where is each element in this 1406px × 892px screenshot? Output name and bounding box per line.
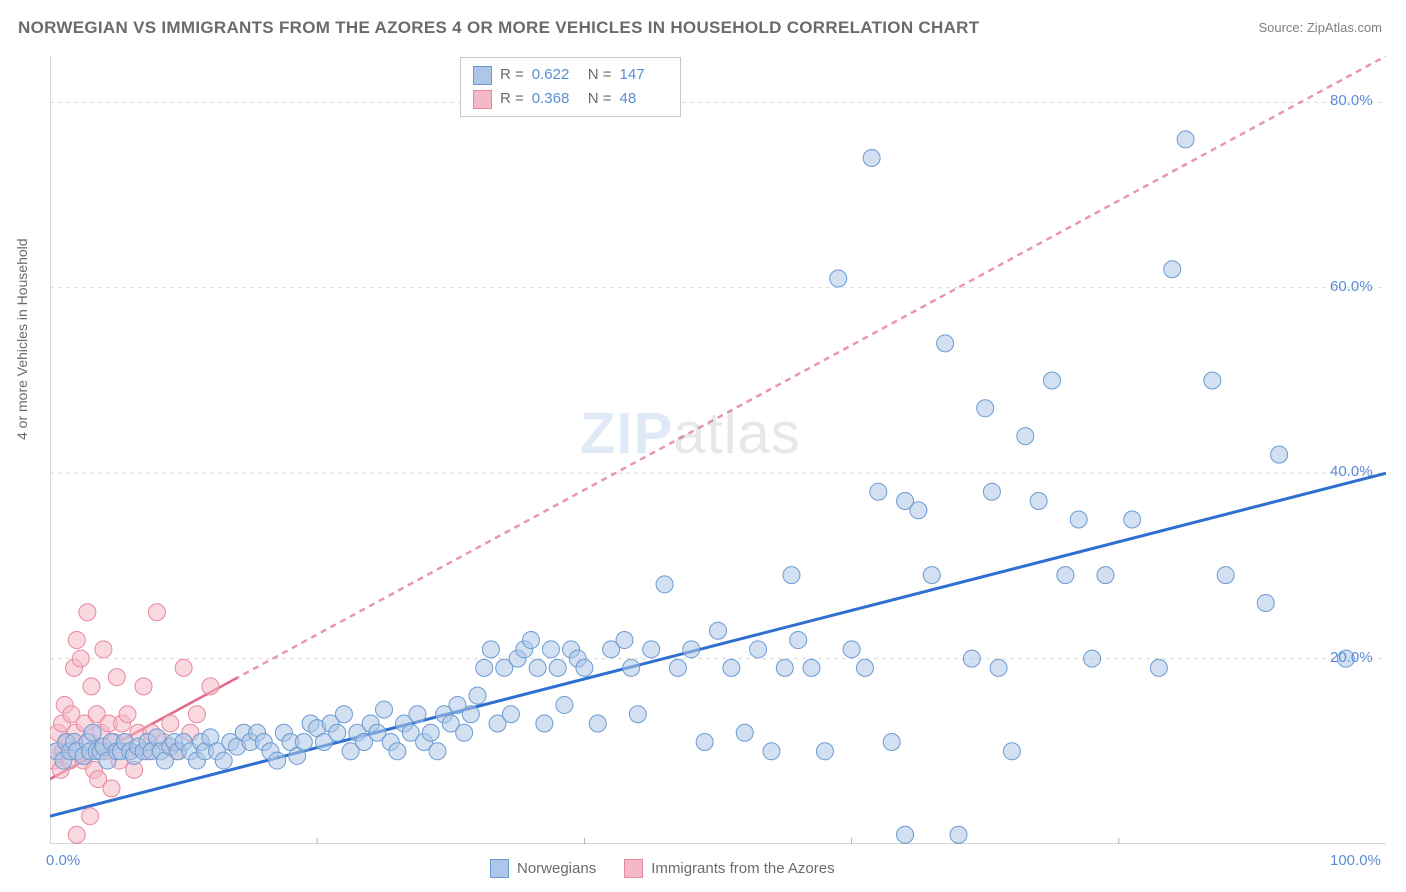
swatch-series2 (473, 90, 492, 109)
n-label-2: N = (588, 87, 612, 111)
y-tick-40: 40.0% (1330, 463, 1373, 480)
swatch-series1-icon (490, 859, 509, 878)
stats-row-1: R = 0.622 N = 147 (473, 63, 668, 87)
x-tick-0: 0.0% (46, 852, 80, 869)
legend-label-1: Norwegians (517, 860, 596, 877)
y-tick-80: 80.0% (1330, 92, 1373, 109)
legend-label-2: Immigrants from the Azores (651, 860, 834, 877)
x-tick-100: 100.0% (1330, 852, 1381, 869)
r-label-1: R = (500, 63, 524, 87)
swatch-series1 (473, 66, 492, 85)
y-tick-20: 20.0% (1330, 649, 1373, 666)
r-label-2: R = (500, 87, 524, 111)
chart-container: NORWEGIAN VS IMMIGRANTS FROM THE AZORES … (0, 0, 1406, 892)
r-value-2: 0.368 (532, 87, 580, 111)
r-value-1: 0.622 (532, 63, 580, 87)
chart-title: NORWEGIAN VS IMMIGRANTS FROM THE AZORES … (18, 18, 979, 38)
legend-item-2: Immigrants from the Azores (624, 859, 834, 878)
y-tick-60: 60.0% (1330, 278, 1373, 295)
n-label-1: N = (588, 63, 612, 87)
n-value-1: 147 (620, 63, 668, 87)
legend-item-1: Norwegians (490, 859, 596, 878)
y-axis-label: 4 or more Vehicles in Household (14, 238, 30, 440)
stats-row-2: R = 0.368 N = 48 (473, 87, 668, 111)
n-value-2: 48 (620, 87, 668, 111)
stats-legend: R = 0.622 N = 147 R = 0.368 N = 48 (460, 57, 681, 117)
scatter-plot (50, 56, 1386, 844)
bottom-legend: Norwegians Immigrants from the Azores (490, 859, 835, 878)
source-label: Source: ZipAtlas.com (1258, 20, 1382, 35)
swatch-series2-icon (624, 859, 643, 878)
